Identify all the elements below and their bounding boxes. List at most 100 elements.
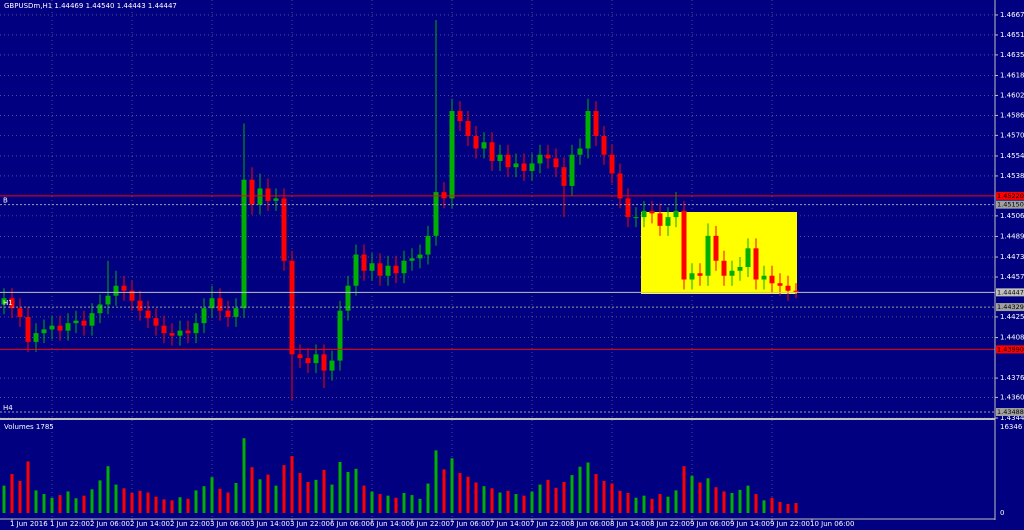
candle-body [793, 290, 799, 292]
x-tick-label: 2 Jun 06:00 [90, 520, 130, 528]
price-level-tag [996, 288, 1024, 297]
level-tag: B [3, 197, 8, 205]
candle-body [89, 313, 95, 326]
candle-body [57, 325, 63, 331]
price-level-label: 1.44447 [997, 288, 1024, 296]
y-tick-label: 1.45865 [1000, 111, 1024, 119]
candle-body [233, 308, 239, 317]
candle-body [313, 354, 319, 364]
x-tick-label: 6 Jun 06:00 [330, 520, 370, 528]
candle-body [113, 285, 119, 296]
candle-body [745, 248, 751, 268]
candle-body [769, 275, 775, 284]
y-tick-label: 1.46670 [1000, 11, 1024, 19]
candle-body [385, 265, 391, 276]
y-tick-label: 1.45705 [1000, 131, 1024, 139]
candle-body [321, 354, 327, 371]
candle-body [97, 304, 103, 314]
candle-body [585, 111, 591, 149]
candle-body [121, 285, 127, 291]
volume-title: Volumes 1785 [4, 423, 54, 431]
volume-tick-label: 0 [1000, 509, 1004, 517]
x-tick-label: 8 Jun 14:00 [610, 520, 650, 528]
y-tick-label: 1.46510 [1000, 31, 1024, 39]
candle-body [153, 318, 159, 326]
candle-body [169, 333, 175, 336]
candle-body [617, 173, 623, 199]
candle-body [609, 154, 615, 174]
candle-body [353, 254, 359, 286]
candle-body [361, 254, 367, 271]
x-tick-label: 8 Jun 06:00 [570, 520, 610, 528]
candle-body [41, 329, 47, 334]
marks [0, 19, 995, 513]
candle-body [329, 360, 335, 371]
x-tick-label: 2 Jun 14:00 [130, 520, 170, 528]
x-tick-label: 6 Jun 14:00 [370, 520, 410, 528]
price-level-tag [996, 191, 1024, 200]
y-tick-label: 1.44250 [1000, 313, 1024, 321]
candle-body [449, 111, 455, 199]
candle-body [505, 154, 511, 168]
candle-body [537, 154, 543, 164]
candle-body [577, 148, 583, 155]
candle-body [473, 136, 479, 149]
price-level-tag [996, 303, 1024, 312]
candle-body [49, 325, 55, 330]
candle-body [25, 316, 31, 342]
candle-body [273, 198, 279, 201]
candle-body [737, 267, 743, 271]
volume-tick-label: 16346 [1000, 423, 1023, 431]
candle-body [553, 158, 559, 168]
y-tick-label: 1.44730 [1000, 253, 1024, 261]
candle-body [281, 198, 287, 261]
candle-body [257, 188, 263, 205]
candle-body [305, 358, 311, 364]
y-tick-label: 1.44895 [1000, 232, 1024, 240]
candle-body [705, 235, 711, 276]
candle-body [785, 285, 791, 291]
candle-body [81, 320, 87, 326]
candle-body [161, 325, 167, 334]
x-tick-label: 1 Jun 2016 [10, 520, 48, 528]
candle-body [217, 298, 223, 311]
candle-body [17, 308, 23, 317]
candle-body [713, 235, 719, 261]
candle-body [513, 163, 519, 168]
candle-body [129, 290, 135, 301]
candle-body [105, 295, 111, 305]
candle-body [177, 330, 183, 336]
candle-body [369, 263, 375, 271]
candle-body [209, 298, 215, 309]
candle-body [433, 192, 439, 236]
price-level-tag [996, 345, 1024, 354]
candle-body [185, 330, 191, 334]
candle-body [689, 273, 695, 280]
x-tick-label: 6 Jun 22:00 [410, 520, 450, 528]
candle-body [401, 260, 407, 274]
candle-body [393, 265, 399, 274]
candle-body [673, 210, 679, 218]
candle-body [641, 210, 647, 218]
candle-body [145, 310, 151, 319]
candle-body [297, 354, 303, 359]
x-tick-label: 10 Jun 06:00 [810, 520, 854, 528]
candle-body [201, 308, 207, 324]
x-tick-label: 7 Jun 22:00 [530, 520, 570, 528]
price-level-label: 1.44329 [997, 303, 1024, 311]
candle-body [417, 254, 423, 259]
candle-body [9, 298, 15, 309]
level-tag: H4 [3, 404, 13, 412]
x-tick-label: 1 Jun 22:00 [50, 520, 90, 528]
candle-body [665, 217, 671, 226]
price-level-label: 1.45150 [997, 201, 1024, 209]
candle-body [569, 154, 575, 186]
candle-body [249, 179, 255, 205]
x-tick-label: 2 Jun 22:00 [170, 520, 210, 528]
y-tick-label: 1.43440 [1000, 414, 1024, 422]
candle-body [625, 198, 631, 218]
candle-body [193, 323, 199, 334]
candle-body [649, 210, 655, 214]
